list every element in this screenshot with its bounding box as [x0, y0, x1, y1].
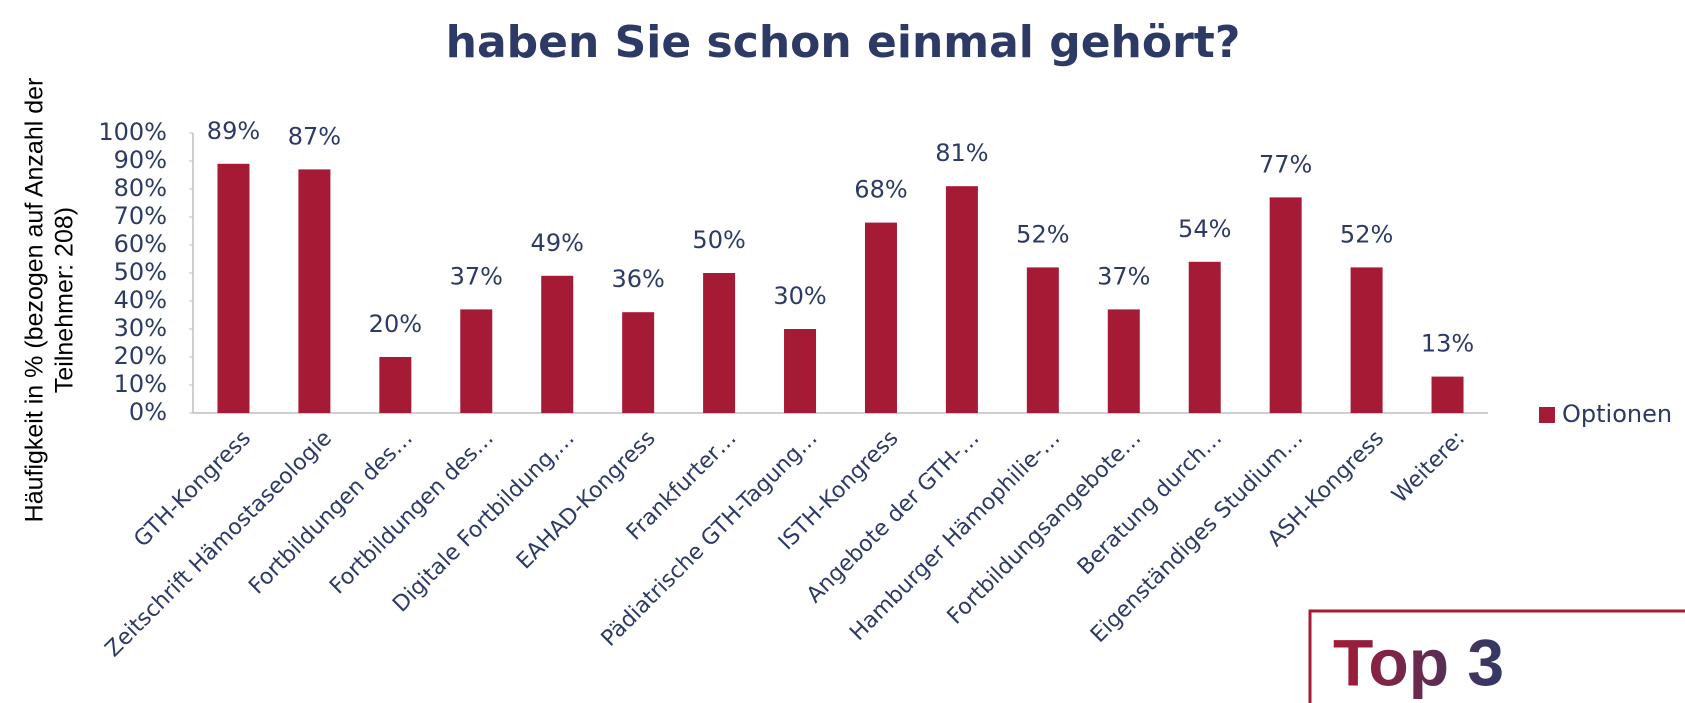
- value-label: 50%: [692, 226, 745, 254]
- y-tick-label: 90%: [114, 146, 167, 174]
- bar: [864, 222, 897, 413]
- value-label: 81%: [935, 139, 988, 167]
- value-label: 20%: [369, 310, 422, 338]
- bar: [784, 329, 817, 413]
- y-tick-label: 0%: [129, 398, 167, 426]
- legend-label: Optionen: [1562, 400, 1672, 428]
- value-label: 54%: [1178, 215, 1231, 243]
- y-tick-label: 80%: [114, 174, 167, 202]
- value-label: 87%: [288, 122, 341, 150]
- y-axis-label: Häufigkeit in % (bezogen auf Anzahl der: [21, 78, 49, 523]
- annotation: Top 3: [1333, 625, 1504, 699]
- bar: [1188, 261, 1221, 413]
- bar: [945, 186, 978, 413]
- x-tick-label: Fortbildungen des…: [325, 426, 499, 600]
- annotation-box: [1308, 609, 1685, 703]
- value-label: 13%: [1421, 330, 1474, 358]
- value-label: 36%: [611, 265, 664, 293]
- bar: [1107, 309, 1140, 413]
- value-label: 68%: [854, 176, 907, 204]
- legend-swatch: [1539, 407, 1555, 423]
- bar: [1269, 197, 1302, 413]
- bar: [703, 273, 736, 413]
- y-tick-label: 30%: [114, 314, 167, 342]
- x-tick-label: Fortbildungen des…: [244, 426, 418, 600]
- bar: [460, 309, 493, 413]
- value-label: 77%: [1259, 150, 1312, 178]
- bar: [1026, 267, 1059, 413]
- value-label: 30%: [773, 282, 826, 310]
- value-label: 37%: [1097, 262, 1150, 290]
- y-tick-label: 60%: [114, 230, 167, 258]
- value-label: 52%: [1016, 220, 1069, 248]
- bar: [1350, 267, 1383, 413]
- x-tick-label: EAHAD-Kongress: [512, 426, 661, 575]
- bar: [298, 169, 331, 413]
- y-tick-label: 50%: [114, 258, 167, 286]
- x-tick-label: Beratung durch…: [1073, 426, 1227, 580]
- y-tick-label: 20%: [114, 342, 167, 370]
- y-tick-label: 40%: [114, 286, 167, 314]
- bar: [217, 163, 250, 413]
- value-label: 49%: [531, 229, 584, 257]
- y-tick-label: 100%: [98, 118, 167, 146]
- value-label: 37%: [450, 262, 503, 290]
- bar: [541, 275, 574, 413]
- bar: [1431, 376, 1464, 413]
- y-axis-label: Teilnehmer: 208): [51, 207, 79, 393]
- y-tick-label: 10%: [114, 370, 167, 398]
- bar: [379, 357, 412, 413]
- value-label: 52%: [1340, 220, 1393, 248]
- chart-title: haben Sie schon einmal gehört?: [446, 17, 1241, 68]
- y-tick-label: 70%: [114, 202, 167, 230]
- x-tick-label: Weitere:: [1387, 426, 1470, 509]
- value-label: 89%: [207, 117, 260, 145]
- bar: [622, 312, 655, 413]
